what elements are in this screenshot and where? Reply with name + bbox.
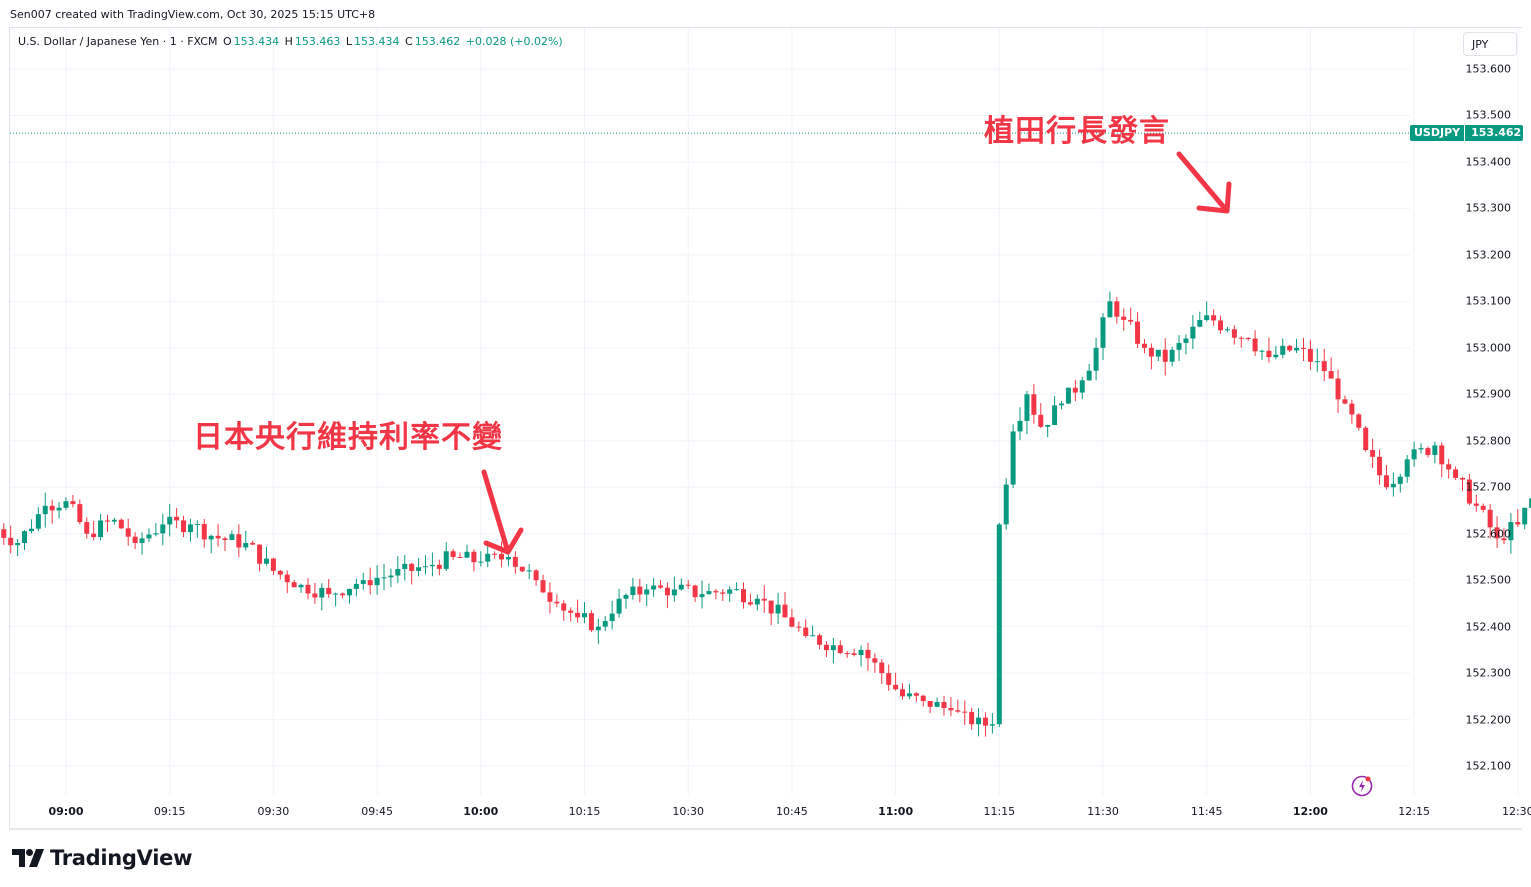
price-tick: 152.300 [1465,666,1512,680]
last-price-tag: USDJPY 153.462 [1410,125,1524,141]
time-tick: 12:30 [1501,805,1531,818]
currency-button[interactable]: JPY [1463,32,1517,56]
time-tick: 09:15 [153,805,186,818]
time-tick: 12:00 [1292,805,1328,818]
time-tick: 09:00 [48,805,84,818]
price-tick: 153.500 [1465,108,1512,122]
time-tick: 10:15 [568,805,601,818]
annotation-ueda-speech: 植田行長發言 [984,114,1170,149]
price-tag-symbol: USDJPY [1410,125,1465,141]
open-value: 153.434 [233,35,280,48]
low-label: L [345,35,353,48]
credit-line: Sen007 created with TradingView.com, Oct… [10,8,376,21]
tradingview-logo-icon [12,849,44,867]
price-tick: 153.300 [1465,201,1512,215]
price-tick: 152.100 [1465,759,1512,773]
time-tick: 09:30 [257,805,290,818]
close-label: C [405,35,413,48]
price-tick: 153.600 [1465,62,1512,76]
change-value: +0.028 (+0.02%) [465,35,563,48]
time-tick: 11:30 [1087,805,1119,818]
time-tick: 11:45 [1190,805,1223,818]
time-tick: 11:15 [983,805,1016,818]
symbol-description[interactable]: U.S. Dollar / Japanese Yen · 1 · FXCM [18,35,218,48]
high-value: 153.463 [294,35,341,48]
time-tick: 11:00 [878,805,914,818]
candles [1,291,1531,737]
open-label: O [222,35,232,48]
price-tick: 152.400 [1465,620,1512,634]
price-tick: 153.400 [1465,155,1512,169]
grid-lines [10,28,1519,795]
price-tag-value: 153.462 [1465,125,1524,141]
lightning-alert-icon[interactable] [1351,775,1373,797]
price-tick: 152.200 [1465,713,1512,727]
time-tick: 09:45 [361,805,393,818]
price-tick: 152.900 [1465,387,1512,401]
time-tick: 10:30 [672,805,705,818]
price-tick: 152.600 [1465,527,1512,541]
price-tick: 152.700 [1465,480,1512,494]
price-tick: 153.200 [1465,248,1512,262]
price-tick: 153.100 [1465,294,1512,308]
price-tick: 152.800 [1465,434,1512,448]
time-tick: 12:15 [1398,805,1430,818]
price-tick: 153.000 [1465,341,1512,355]
time-tick: 10:45 [776,805,808,818]
chart-frame [9,27,1522,830]
logo-text: TradingView [50,846,193,870]
price-tick: 152.500 [1465,573,1512,587]
close-value: 153.462 [414,35,461,48]
tradingview-logo[interactable]: TradingView [12,846,192,870]
annotation-boj-hold: 日本央行維持利率不變 [193,420,503,455]
time-tick: 10:00 [463,805,499,818]
low-value: 153.434 [354,35,400,48]
high-label: H [284,35,293,48]
